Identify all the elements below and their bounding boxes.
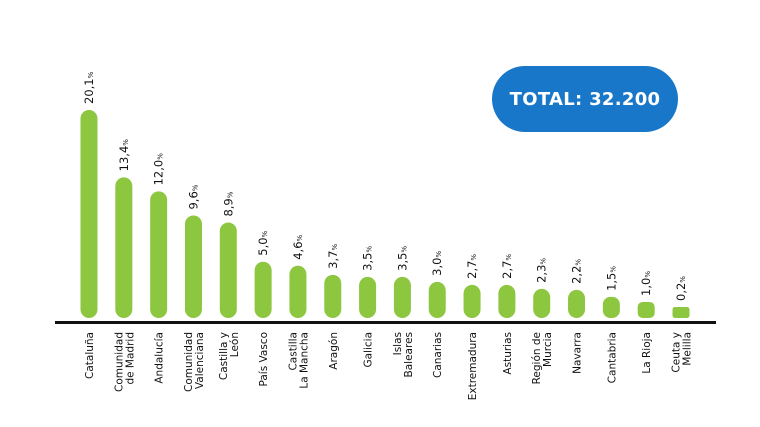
bar-value-label: 3,5% <box>361 246 375 271</box>
category-label: Ceuta yMelilla <box>671 332 694 373</box>
bar-value-label: 1,5% <box>604 266 618 291</box>
category-label: Región deMurcia <box>531 332 554 384</box>
bar-value-label: 13,4% <box>117 139 131 172</box>
bar <box>219 222 237 318</box>
bar-value-label: 3,7% <box>326 244 340 269</box>
category-label: Comunidadde Madrid <box>113 332 136 392</box>
bar <box>289 265 307 318</box>
bar <box>533 288 551 318</box>
bar <box>672 307 690 318</box>
bar-value-label: 3,5% <box>395 246 409 271</box>
category-label: Andalucía <box>154 332 166 384</box>
category-label: Navarra <box>572 332 584 374</box>
bar-value-label: 3,0% <box>430 251 444 276</box>
bar <box>80 110 98 318</box>
bar-value-label: 20,1% <box>82 71 96 104</box>
bar <box>428 281 446 318</box>
bar-value-label: 2,3% <box>535 258 549 283</box>
bar <box>150 191 168 318</box>
total-badge: TOTAL: 32.200 <box>492 66 678 132</box>
category-label: País Vasco <box>258 332 270 387</box>
category-label: Cataluña <box>84 332 96 379</box>
bar-value-label: 2,2% <box>570 259 584 284</box>
category-label: Aragón <box>328 332 340 370</box>
category-label: Asturias <box>502 332 514 375</box>
bar <box>324 274 342 318</box>
bar-value-label: 2,7% <box>500 254 514 279</box>
total-badge-label: TOTAL: 32.200 <box>509 88 661 110</box>
category-label: IslasBaleares <box>392 332 415 377</box>
bar <box>184 215 202 318</box>
bar-value-label: 5,0% <box>256 230 270 255</box>
bar <box>637 301 655 318</box>
category-label: CastillaLa Mancha <box>287 332 310 389</box>
bar-value-label: 2,7% <box>465 254 479 279</box>
bar <box>568 289 586 318</box>
bar <box>602 296 620 318</box>
bar-value-label: 4,6% <box>291 234 305 259</box>
bar-value-label: 12,0% <box>152 153 166 186</box>
bar <box>498 284 516 318</box>
bar-value-label: 8,9% <box>221 191 235 216</box>
bar <box>463 284 481 318</box>
bar <box>115 177 133 318</box>
bar <box>254 261 272 318</box>
category-label: Canarias <box>432 332 444 378</box>
bar <box>359 276 377 318</box>
category-label: Galicia <box>363 332 375 368</box>
category-label: Castilla yLeón <box>218 332 241 380</box>
category-label: ComunidadValenciana <box>183 332 206 392</box>
bar-value-label: 9,6% <box>186 184 200 209</box>
bar <box>393 276 411 318</box>
bar-value-label: 1,0% <box>639 271 653 296</box>
category-label: La Rioja <box>641 332 653 374</box>
category-label: Cantabria <box>606 332 618 383</box>
bar-value-label: 0,2% <box>674 276 688 301</box>
category-label: Extremadura <box>467 332 479 400</box>
